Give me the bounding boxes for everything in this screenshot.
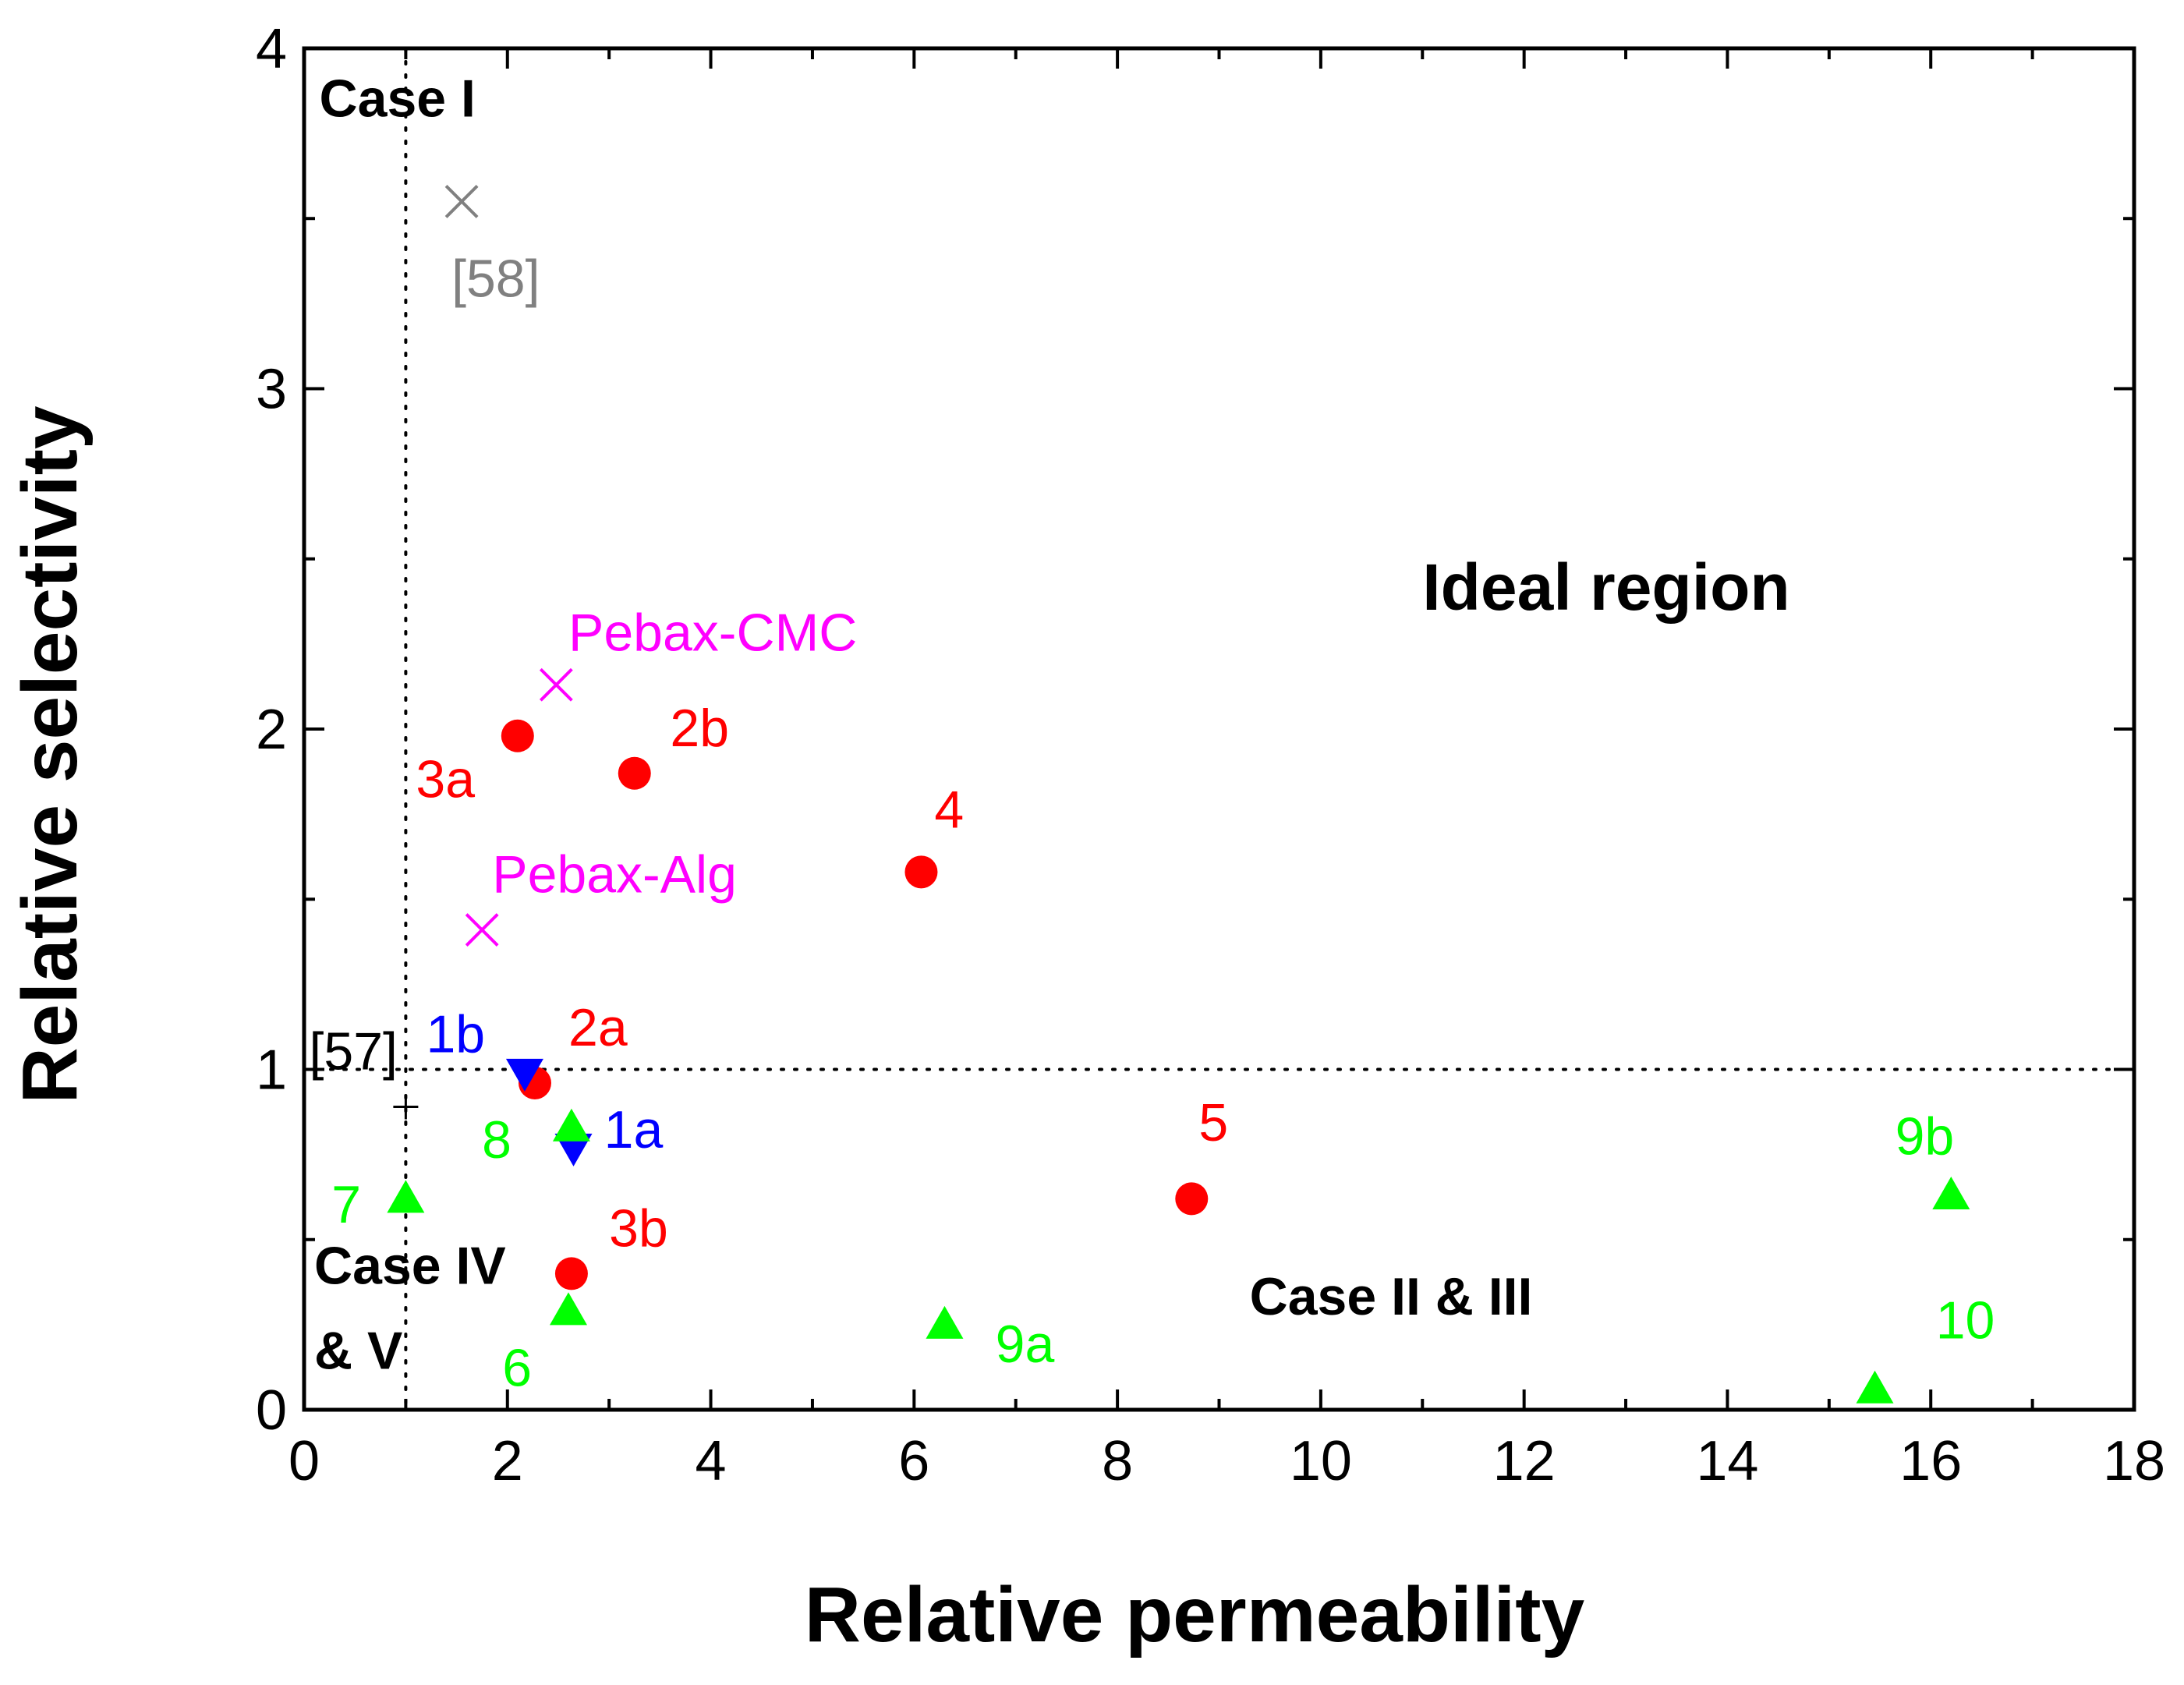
circle-marker — [501, 719, 534, 752]
y-axis-title: Relative selectivity — [6, 405, 94, 1103]
reference-lines — [303, 47, 2136, 1411]
x-tick-label: 6 — [898, 1430, 929, 1492]
x-tick-label: 0 — [288, 1430, 320, 1492]
y-tick-label: 0 — [256, 1379, 287, 1442]
x-tick-label: 4 — [696, 1430, 727, 1492]
x-tick-label: 12 — [1493, 1430, 1556, 1492]
y-tick-label: 1 — [256, 1039, 287, 1102]
x-marker — [465, 913, 499, 947]
point-label: 9b — [1896, 1107, 1955, 1166]
circle-marker — [618, 756, 651, 790]
x-tick-label: 16 — [1899, 1430, 1962, 1492]
plus-marker — [393, 1094, 419, 1120]
x-marker-stroke — [465, 913, 499, 947]
triangle-up-marker — [926, 1305, 964, 1339]
data-points — [387, 185, 1970, 1404]
point-label: 5 — [1198, 1093, 1228, 1152]
point-label: 2b — [670, 699, 729, 758]
point-label: [57] — [310, 1022, 398, 1081]
circle-marker — [1175, 1182, 1209, 1216]
x-tick-label: 14 — [1696, 1430, 1758, 1492]
x-marker-stroke — [539, 667, 573, 702]
triangle-down-marker — [554, 1133, 593, 1166]
triangle-up-marker — [1856, 1370, 1894, 1404]
x-tick-label: 10 — [1290, 1430, 1352, 1492]
y-tick-label: 2 — [256, 699, 287, 761]
point-label: 4 — [934, 781, 964, 840]
point-label: 1b — [426, 1005, 485, 1064]
y-tick-label: 3 — [256, 359, 287, 421]
data-labels: 2a 2b 3a 3b 4 5 1a 1b 6 7 8 9a 9b 10 Pebax-CMC Pebax-Al… — [310, 250, 1995, 1398]
region-labels: Case I Ideal region Case II & III Case IV & … — [314, 69, 1790, 1380]
point-label: 10 — [1936, 1290, 1995, 1350]
x-tick-label: 2 — [492, 1430, 523, 1492]
region-label: Case II & III — [1250, 1267, 1533, 1326]
x-tick-label: 18 — [2103, 1430, 2165, 1492]
point-label: 3b — [609, 1198, 668, 1258]
point-label: 3a — [416, 749, 475, 809]
region-label: Ideal region — [1422, 550, 1789, 624]
circle-marker — [904, 855, 938, 889]
region-label: Case IV — [314, 1236, 506, 1295]
x-marker-stroke — [444, 185, 479, 218]
triangle-up-marker — [550, 1292, 588, 1326]
point-label: [58] — [451, 250, 540, 309]
y-tick-label: 4 — [256, 18, 287, 80]
region-label: Case I — [320, 69, 476, 128]
triangle-down-marker — [505, 1058, 543, 1092]
point-label: 2a — [568, 998, 628, 1057]
point-label: 6 — [502, 1338, 532, 1397]
region-label: & V — [314, 1322, 402, 1381]
triangle-up-marker — [387, 1180, 425, 1213]
x-tick-label: 8 — [1102, 1430, 1133, 1492]
point-label: 7 — [331, 1175, 361, 1234]
triangle-up-marker — [552, 1108, 590, 1142]
point-label: 8 — [482, 1110, 511, 1170]
x-marker — [444, 185, 479, 218]
point-label: 9a — [996, 1315, 1055, 1374]
x-axis-title: Relative permeability — [805, 1571, 1585, 1658]
x-marker — [539, 667, 573, 702]
point-label: Pebax-CMC — [568, 604, 857, 663]
point-label: 1a — [604, 1100, 664, 1159]
triangle-up-marker — [1932, 1177, 1970, 1210]
point-label: Pebax-Alg — [492, 845, 737, 904]
circle-marker — [554, 1257, 588, 1290]
